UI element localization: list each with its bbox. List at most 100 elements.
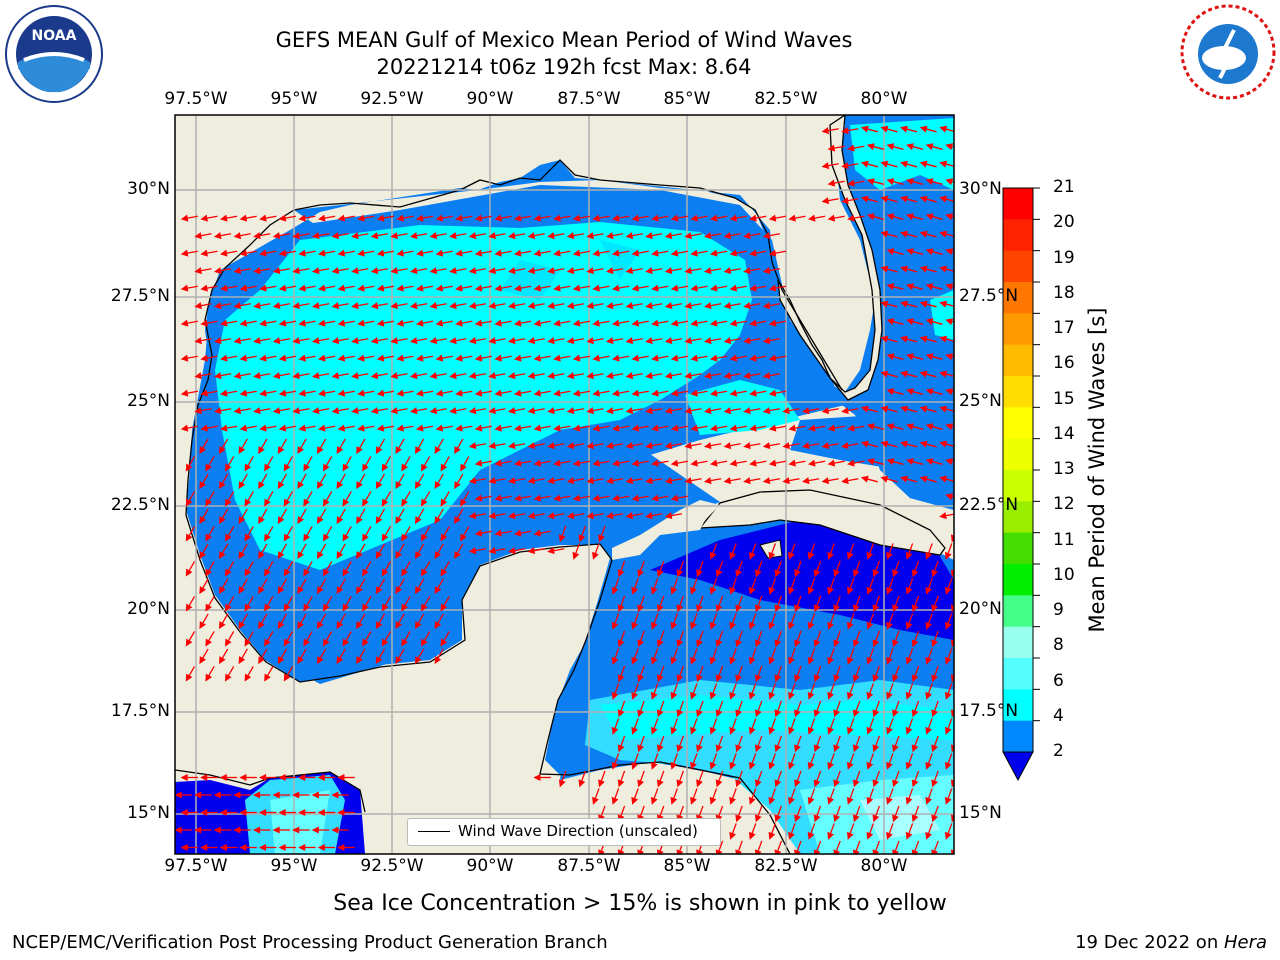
wind-wave-arrow [656,595,665,613]
wind-wave-arrow [292,372,310,380]
wind-wave-arrow [303,596,313,612]
wind-wave-arrow [906,283,924,291]
wind-wave-arrow [754,840,763,854]
lon-label-top: 82.5°W [754,89,818,109]
colorbar-segment [1003,376,1033,408]
wind-wave-arrow [409,267,428,275]
wind-wave-arrow [709,214,728,222]
wind-wave-arrow [892,665,900,683]
wind-wave-arrow [690,613,698,630]
wind-wave-arrow [611,249,630,257]
wind-wave-arrow [931,840,939,854]
wind-wave-arrow [911,840,920,854]
wind-wave-arrow [729,424,747,432]
wind-wave-arrow [239,214,257,222]
wind-wave-arrow [513,529,532,537]
wind-wave-arrow [749,214,767,222]
wind-wave-arrow [292,791,310,799]
wind-wave-arrow [337,389,355,397]
wind-wave-arrow [945,353,954,361]
wind-wave-arrow [729,753,737,770]
wind-wave-arrow [272,826,290,834]
wind-wave-arrow [768,683,777,700]
wind-wave-arrow [788,788,796,805]
wind-wave-arrow [782,442,800,450]
wind-wave-arrow [925,718,933,735]
wind-wave-arrow [586,232,604,240]
wind-wave-arrow [311,232,330,240]
wind-wave-arrow [925,578,933,595]
wind-wave-arrow [925,353,943,361]
wind-wave-arrow [651,319,669,327]
colorbar-segment [1003,470,1033,502]
wind-wave-arrow [754,665,763,683]
wind-wave-arrow [298,808,316,817]
wind-wave-arrow [723,477,741,485]
wind-wave-arrow [788,214,806,222]
wind-wave-arrow [886,683,894,700]
wind-wave-arrow [841,197,859,205]
wind-wave-arrow [572,543,581,560]
colorbar-tick-label: 15 [1053,388,1075,409]
wind-wave-arrow [218,578,229,595]
wind-wave-arrow [833,630,841,648]
wind-wave-arrow [729,284,747,292]
wind-wave-arrow [264,596,274,612]
wind-wave-arrow [743,302,761,310]
wind-wave-arrow [774,595,783,613]
wind-wave-arrow [900,195,918,203]
wind-wave-arrow [252,791,271,799]
wind-wave-arrow [852,805,861,823]
wind-wave-arrow [199,438,209,455]
wind-wave-arrow [664,372,683,380]
wind-wave-arrow [194,302,212,310]
wind-wave-arrow [180,354,199,362]
wind-wave-arrow [611,718,620,735]
wind-wave-arrow [911,630,920,648]
wind-wave-arrow [434,508,444,525]
wind-wave-arrow [278,808,296,817]
wind-wave-arrow [676,630,685,648]
wind-wave-arrow [429,372,447,380]
wind-wave-arrow [272,791,290,799]
wind-wave-arrow [651,249,669,257]
wind-wave-arrow [919,335,937,343]
wind-wave-arrow [370,267,389,275]
wind-wave-arrow [774,560,783,578]
wind-wave-arrow [199,508,209,525]
wind-wave-arrow [586,442,604,450]
wind-wave-arrow [342,561,352,577]
wind-wave-arrow [945,143,954,151]
wind-wave-arrow [703,337,722,345]
wind-wave-arrow [754,735,763,753]
sea-ice-note: Sea Ice Concentration > 15% is shown in … [333,891,947,916]
wind-wave-arrow [468,407,487,415]
wind-wave-arrow [768,424,787,432]
lon-label-bottom: 87.5°W [557,856,621,876]
wind-wave-arrow [356,473,366,490]
wind-wave-arrow [494,249,512,257]
wind-wave-arrow [390,302,408,310]
wind-wave-arrow [625,512,643,520]
wind-wave-arrow [833,840,841,854]
wind-wave-arrow [670,389,689,397]
wind-wave-arrow [507,442,526,450]
wind-wave-arrow [507,547,526,555]
wind-wave-arrow [185,526,196,542]
wind-wave-arrow [592,249,610,257]
lat-label-right: 20°N [959,599,1002,619]
wind-wave-arrow [723,442,741,450]
wind-wave-arrow [906,213,924,221]
wind-wave-arrow [605,302,624,310]
wind-wave-arrow [807,459,826,467]
wind-wave-arrow [749,319,767,327]
wind-wave-arrow [322,491,333,507]
wind-wave-arrow [264,666,274,682]
wind-wave-arrow [900,335,918,343]
wind-wave-arrow [224,596,235,612]
wind-wave-arrow [586,407,604,415]
wind-wave-arrow [396,354,414,362]
wind-wave-arrow [852,560,861,578]
wind-wave-arrow [650,753,659,770]
colorbar-label: Mean Period of Wind Waves [s] [1085,307,1109,633]
